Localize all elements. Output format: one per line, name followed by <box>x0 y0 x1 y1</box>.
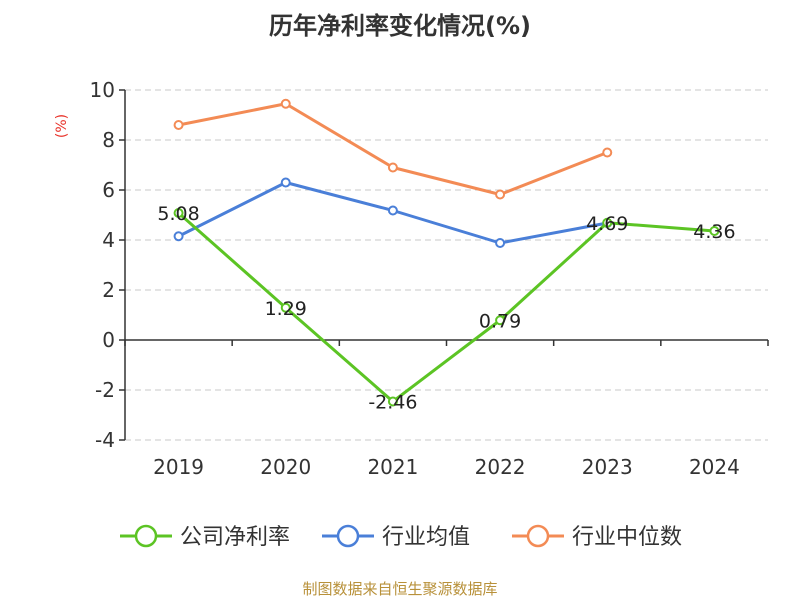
data-point <box>495 189 506 200</box>
data-label: 4.69 <box>586 213 628 235</box>
grid-lines <box>125 89 768 441</box>
data-point <box>387 396 398 407</box>
legend-label: 行业中位数 <box>572 525 682 550</box>
data-point <box>602 217 613 228</box>
y-tick-label: -4 <box>95 428 115 452</box>
y-axis-unit: (%) <box>54 114 70 138</box>
legend-marker <box>526 524 550 548</box>
data-label: 4.36 <box>693 221 735 243</box>
data-point <box>709 226 720 236</box>
x-tick-label: 2024 <box>689 455 740 479</box>
data-point <box>387 162 398 173</box>
series-line-0 <box>177 211 715 403</box>
data-point <box>495 315 506 326</box>
x-tick-label: 2019 <box>153 455 204 479</box>
data-point <box>173 120 184 130</box>
axes: 10 8 6 4 2 0 -2 -4 2019 2020 2021 2022 2023 2024 <box>90 78 769 479</box>
data-point <box>602 147 613 158</box>
x-tick-label: 2023 <box>582 455 633 479</box>
y-tick-label: 10 <box>90 78 115 102</box>
data-point <box>173 208 184 218</box>
data-point <box>280 177 291 188</box>
legend-item-1[interactable]: 行业均值 <box>322 524 470 550</box>
legend-marker <box>134 524 158 548</box>
data-point <box>495 238 506 248</box>
chart-title: 历年净利率变化情况(%) <box>269 12 531 40</box>
series-line-2 <box>178 102 608 196</box>
data-point <box>280 98 291 109</box>
legend-item-2[interactable]: 行业中位数 <box>512 524 682 550</box>
data-point <box>280 302 291 313</box>
legend-marker <box>336 524 360 548</box>
legend[interactable]: 公司净利率 行业均值 行业中位数 <box>120 524 682 550</box>
legend-item-0[interactable]: 公司净利率 <box>120 524 290 550</box>
data-label: 0.79 <box>479 310 521 332</box>
legend-label: 行业均值 <box>382 525 470 550</box>
y-tick-label: 8 <box>102 128 115 152</box>
y-tick-label: 2 <box>102 278 115 302</box>
data-label: -2.46 <box>368 392 417 414</box>
y-tick-label: 6 <box>102 178 115 202</box>
x-tick-label: 2021 <box>367 455 418 479</box>
x-tick-label: 2022 <box>475 455 526 479</box>
x-tick-label: 2020 <box>260 455 311 479</box>
y-tick-label: -2 <box>95 378 115 402</box>
data-point <box>173 231 184 242</box>
data-label: 5.08 <box>157 203 199 225</box>
series <box>173 98 720 407</box>
data-label: 1.29 <box>265 298 307 320</box>
y-tick-label: 4 <box>102 228 115 252</box>
source-note: 制图数据来自恒生聚源数据库 <box>302 580 497 598</box>
data-labels: 5.08 1.29 -2.46 0.79 4.69 4.36 <box>157 203 735 414</box>
y-tick-label: 0 <box>102 328 115 352</box>
data-point <box>387 205 398 216</box>
legend-label: 公司净利率 <box>180 525 290 550</box>
